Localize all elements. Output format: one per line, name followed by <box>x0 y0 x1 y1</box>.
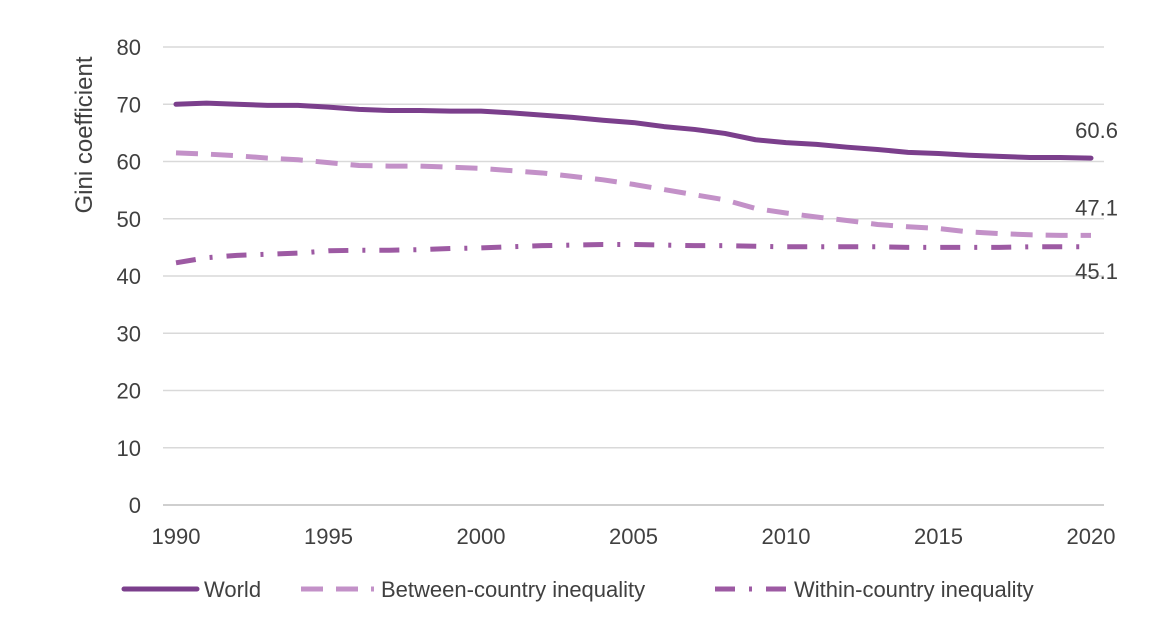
gridlines <box>163 46 1104 506</box>
legend-label: World <box>204 577 261 602</box>
x-tick-label: 2010 <box>762 524 811 549</box>
legend-label: Within-country inequality <box>794 577 1034 602</box>
y-tick-label: 20 <box>117 379 141 404</box>
x-tick-label: 2020 <box>1067 524 1116 549</box>
x-tick-label: 1990 <box>152 524 201 549</box>
series-line-2 <box>175 242 1091 266</box>
x-tick-label: 2000 <box>457 524 506 549</box>
series-line-0 <box>173 100 1094 161</box>
data-label: 60.6 <box>1075 118 1118 143</box>
y-axis-ticks: 0 10 20 30 40 50 60 70 80 <box>117 35 141 518</box>
data-label: 45.1 <box>1075 259 1118 284</box>
x-tick-label: 2015 <box>914 524 963 549</box>
x-tick-label: 2005 <box>609 524 658 549</box>
x-tick-label: 1995 <box>304 524 353 549</box>
y-tick-label: 10 <box>117 436 141 461</box>
data-labels: 60.6 47.1 45.1 <box>1075 118 1118 284</box>
y-tick-label: 60 <box>117 150 141 175</box>
y-tick-label: 50 <box>117 207 141 232</box>
data-label: 47.1 <box>1075 195 1118 220</box>
y-tick-label: 30 <box>117 321 141 346</box>
y-tick-label: 70 <box>117 92 141 117</box>
series-lines <box>173 100 1094 266</box>
y-tick-label: 0 <box>129 493 141 518</box>
legend-label: Between-country inequality <box>381 577 645 602</box>
y-tick-label: 80 <box>117 35 141 60</box>
y-tick-label: 40 <box>117 264 141 289</box>
legend: World Between-country inequality Within-co… <box>121 577 1034 602</box>
x-axis-ticks: 1990 1995 2000 2005 2010 2015 2020 <box>152 524 1116 549</box>
y-axis-title: Gini coefficient <box>71 56 98 213</box>
series-line-1 <box>175 150 1091 238</box>
